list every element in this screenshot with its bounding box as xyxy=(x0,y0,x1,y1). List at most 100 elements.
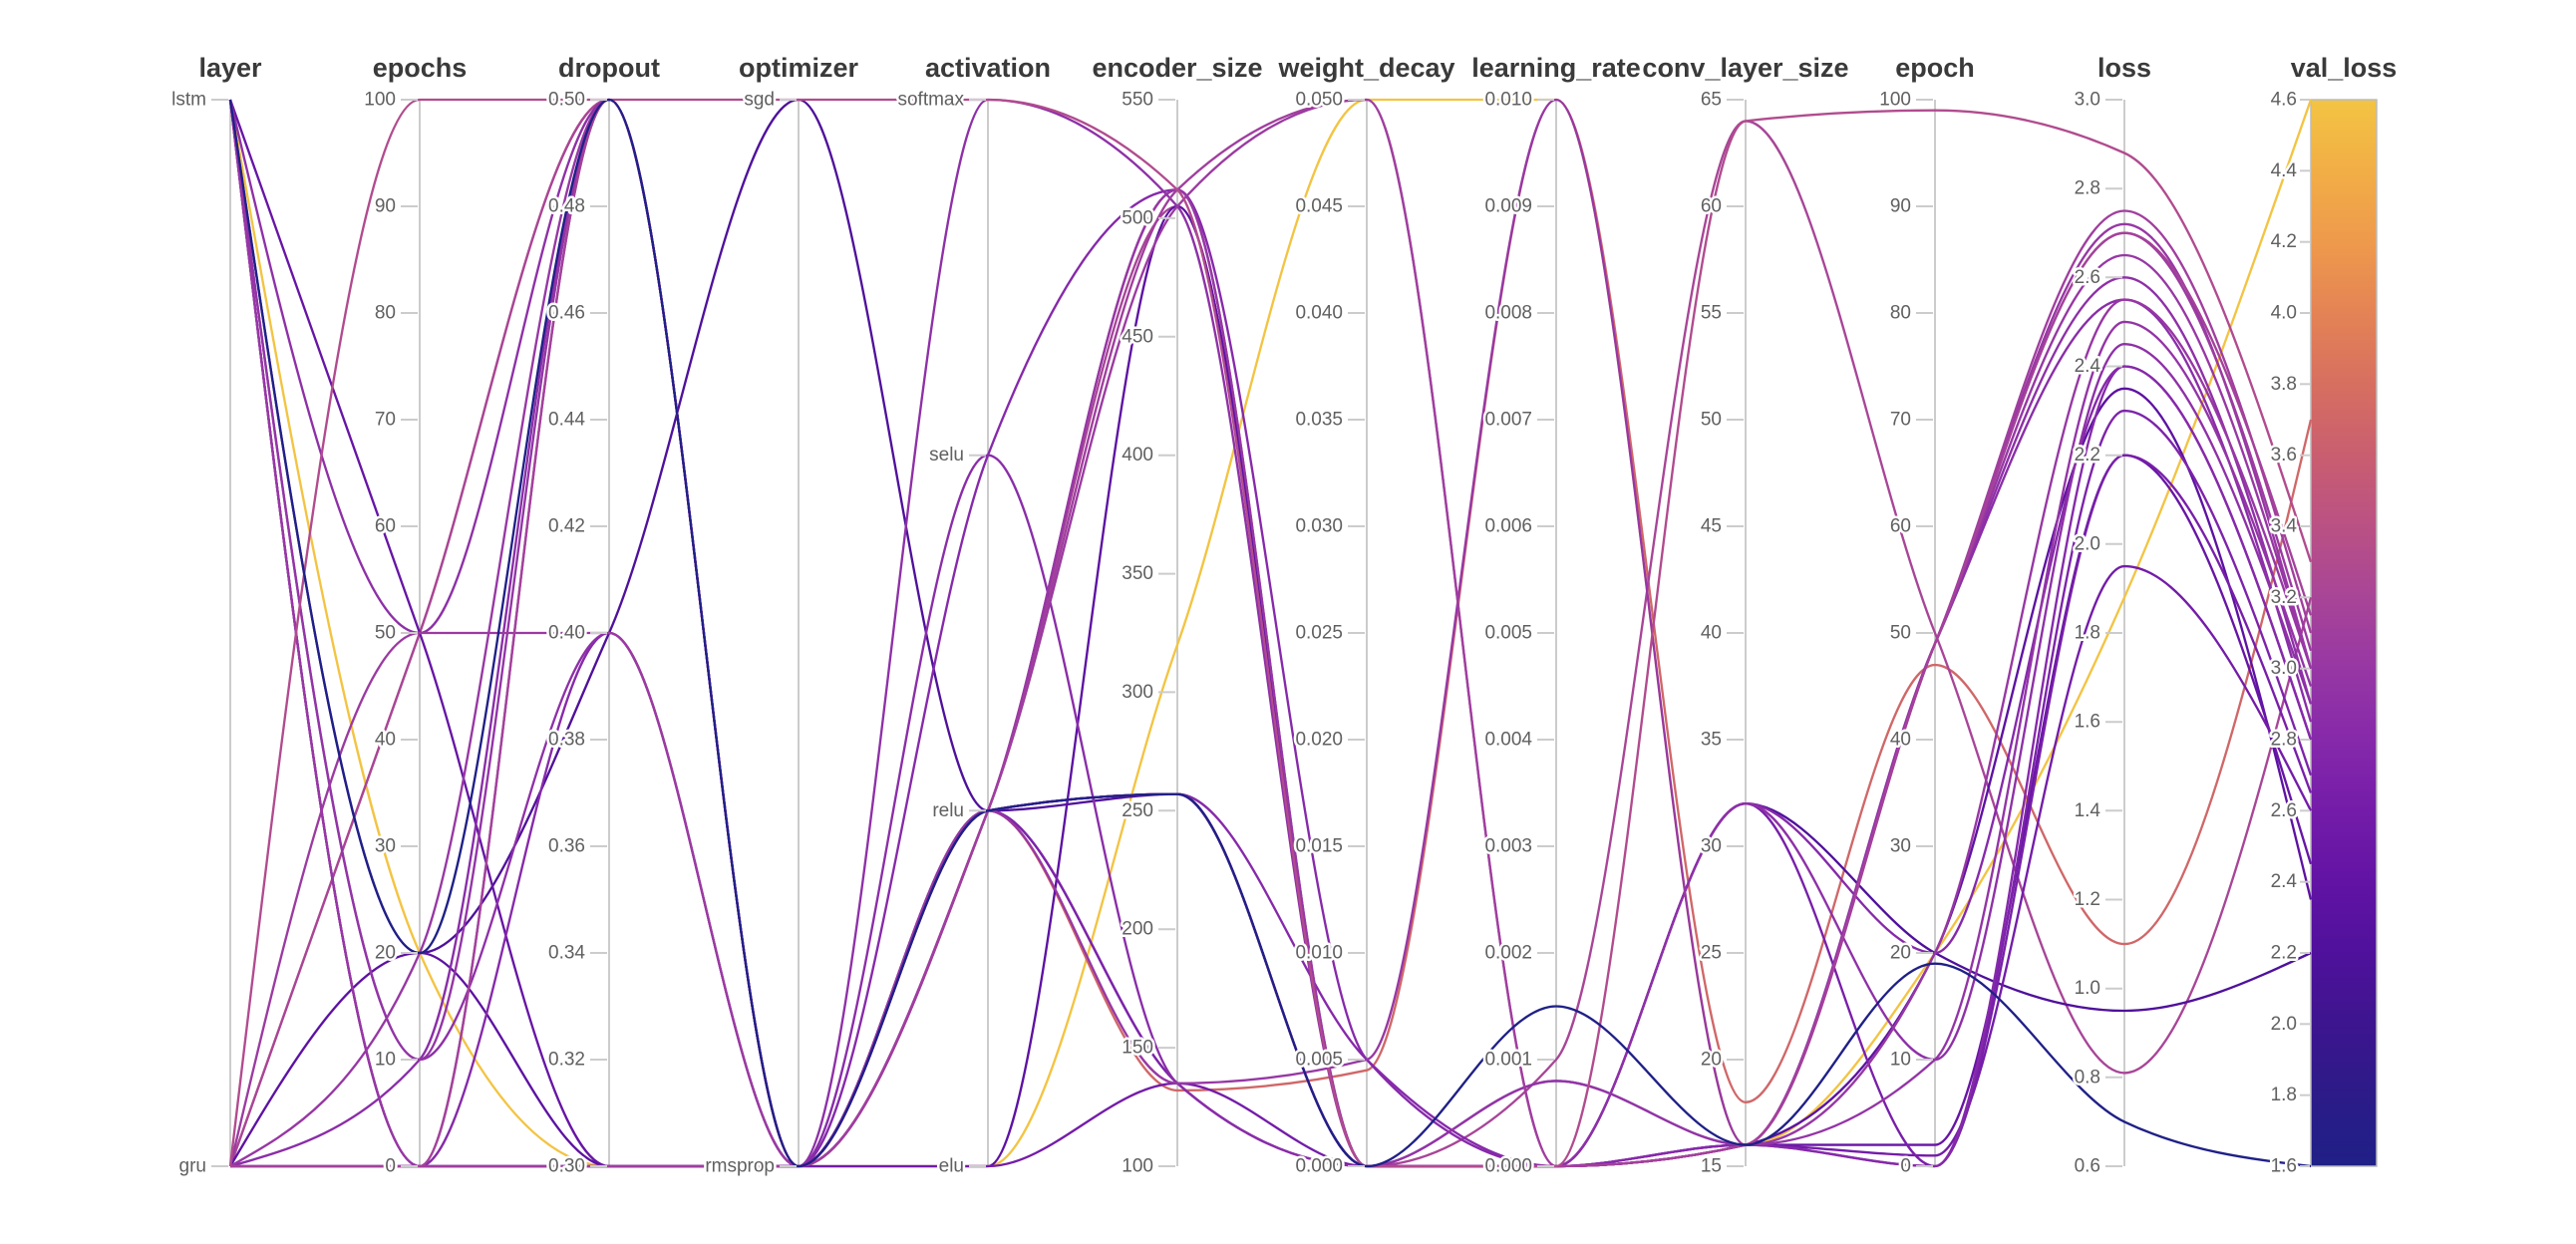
svg-text:epoch: epoch xyxy=(1895,53,1975,83)
svg-text:lstm: lstm xyxy=(171,90,206,111)
svg-text:3.2: 3.2 xyxy=(2271,587,2297,608)
svg-text:90: 90 xyxy=(1890,196,1911,217)
svg-text:25: 25 xyxy=(1701,943,1722,964)
svg-text:weight_decay: weight_decay xyxy=(1277,53,1454,83)
svg-text:100: 100 xyxy=(1879,90,1911,111)
svg-text:3.0: 3.0 xyxy=(2075,90,2100,111)
svg-text:90: 90 xyxy=(375,196,396,217)
svg-text:60: 60 xyxy=(1701,196,1722,217)
svg-text:0.008: 0.008 xyxy=(1484,303,1532,324)
svg-text:0.6: 0.6 xyxy=(2075,1156,2100,1177)
svg-text:2.0: 2.0 xyxy=(2075,533,2100,554)
svg-text:0: 0 xyxy=(1900,1156,1911,1177)
svg-text:0.050: 0.050 xyxy=(1295,90,1343,111)
svg-text:70: 70 xyxy=(375,410,396,431)
svg-text:0.030: 0.030 xyxy=(1295,516,1343,537)
svg-text:0.010: 0.010 xyxy=(1295,943,1343,964)
svg-text:val_loss: val_loss xyxy=(2291,53,2398,83)
svg-text:0.40: 0.40 xyxy=(548,623,585,644)
svg-text:0.34: 0.34 xyxy=(548,943,585,964)
svg-text:2.6: 2.6 xyxy=(2075,267,2100,288)
svg-text:10: 10 xyxy=(375,1050,396,1071)
svg-text:0.36: 0.36 xyxy=(548,836,585,857)
svg-text:60: 60 xyxy=(1890,516,1911,537)
svg-text:0.004: 0.004 xyxy=(1484,730,1532,751)
svg-text:0.003: 0.003 xyxy=(1484,836,1532,857)
svg-text:50: 50 xyxy=(375,623,396,644)
svg-text:40: 40 xyxy=(1701,623,1722,644)
svg-text:0.44: 0.44 xyxy=(548,410,585,431)
svg-text:3.8: 3.8 xyxy=(2271,374,2297,395)
svg-text:elu: elu xyxy=(939,1156,964,1177)
svg-text:100: 100 xyxy=(1122,1156,1153,1177)
svg-text:0.010: 0.010 xyxy=(1484,90,1532,111)
svg-text:4.4: 4.4 xyxy=(2271,160,2298,181)
svg-text:optimizer: optimizer xyxy=(739,53,859,83)
svg-text:4.0: 4.0 xyxy=(2271,303,2297,324)
svg-text:2.6: 2.6 xyxy=(2271,800,2297,821)
svg-text:400: 400 xyxy=(1122,445,1153,466)
svg-text:relu: relu xyxy=(932,800,964,821)
svg-text:dropout: dropout xyxy=(558,53,660,83)
svg-text:50: 50 xyxy=(1701,410,1722,431)
svg-text:selu: selu xyxy=(929,445,964,466)
svg-text:45: 45 xyxy=(1701,516,1722,537)
svg-text:0.46: 0.46 xyxy=(548,303,585,324)
svg-text:20: 20 xyxy=(1701,1050,1722,1071)
svg-text:0.32: 0.32 xyxy=(548,1050,585,1071)
svg-text:0.38: 0.38 xyxy=(548,730,585,751)
svg-text:1.2: 1.2 xyxy=(2075,889,2100,910)
svg-text:0.040: 0.040 xyxy=(1295,303,1343,324)
svg-text:0.009: 0.009 xyxy=(1484,196,1532,217)
svg-text:10: 10 xyxy=(1890,1050,1911,1071)
svg-text:1.0: 1.0 xyxy=(2075,978,2100,999)
svg-text:150: 150 xyxy=(1122,1038,1153,1059)
svg-text:30: 30 xyxy=(1701,836,1722,857)
svg-text:500: 500 xyxy=(1122,207,1153,228)
svg-text:300: 300 xyxy=(1122,682,1153,703)
svg-text:loss: loss xyxy=(2097,53,2151,83)
svg-text:3.6: 3.6 xyxy=(2271,445,2297,466)
svg-text:1.8: 1.8 xyxy=(2075,623,2100,644)
svg-text:0.005: 0.005 xyxy=(1484,623,1532,644)
svg-text:0.000: 0.000 xyxy=(1295,1156,1343,1177)
svg-text:15: 15 xyxy=(1701,1156,1722,1177)
svg-text:35: 35 xyxy=(1701,730,1722,751)
svg-text:30: 30 xyxy=(375,836,396,857)
svg-text:conv_layer_size: conv_layer_size xyxy=(1642,53,1848,83)
svg-text:2.2: 2.2 xyxy=(2075,445,2100,466)
svg-text:0.8: 0.8 xyxy=(2075,1067,2100,1088)
svg-text:20: 20 xyxy=(375,943,396,964)
svg-text:learning_rate: learning_rate xyxy=(1471,53,1641,83)
svg-text:sgd: sgd xyxy=(744,90,775,111)
svg-text:2.8: 2.8 xyxy=(2271,730,2297,751)
svg-text:30: 30 xyxy=(1890,836,1911,857)
svg-text:1.6: 1.6 xyxy=(2271,1156,2297,1177)
svg-text:2.4: 2.4 xyxy=(2075,356,2101,377)
svg-text:100: 100 xyxy=(364,90,396,111)
svg-text:0.48: 0.48 xyxy=(548,196,585,217)
svg-text:layer: layer xyxy=(198,53,262,83)
svg-text:200: 200 xyxy=(1122,919,1153,940)
svg-text:40: 40 xyxy=(1890,730,1911,751)
svg-text:350: 350 xyxy=(1122,563,1153,584)
svg-text:3.0: 3.0 xyxy=(2271,658,2297,679)
svg-text:1.6: 1.6 xyxy=(2075,712,2100,733)
svg-text:0.015: 0.015 xyxy=(1295,836,1343,857)
svg-text:0: 0 xyxy=(385,1156,396,1177)
svg-text:4.6: 4.6 xyxy=(2271,90,2297,111)
svg-text:epochs: epochs xyxy=(373,53,468,83)
svg-text:softmax: softmax xyxy=(897,90,964,111)
svg-text:0.025: 0.025 xyxy=(1295,623,1343,644)
svg-text:1.8: 1.8 xyxy=(2271,1085,2297,1105)
svg-text:80: 80 xyxy=(1890,303,1911,324)
svg-text:40: 40 xyxy=(375,730,396,751)
svg-text:65: 65 xyxy=(1701,90,1722,111)
svg-text:0.30: 0.30 xyxy=(548,1156,585,1177)
svg-text:0.000: 0.000 xyxy=(1484,1156,1532,1177)
svg-text:50: 50 xyxy=(1890,623,1911,644)
svg-text:rmsprop: rmsprop xyxy=(705,1156,775,1177)
svg-text:2.4: 2.4 xyxy=(2271,871,2298,892)
svg-text:550: 550 xyxy=(1122,90,1153,111)
svg-text:0.005: 0.005 xyxy=(1295,1050,1343,1071)
